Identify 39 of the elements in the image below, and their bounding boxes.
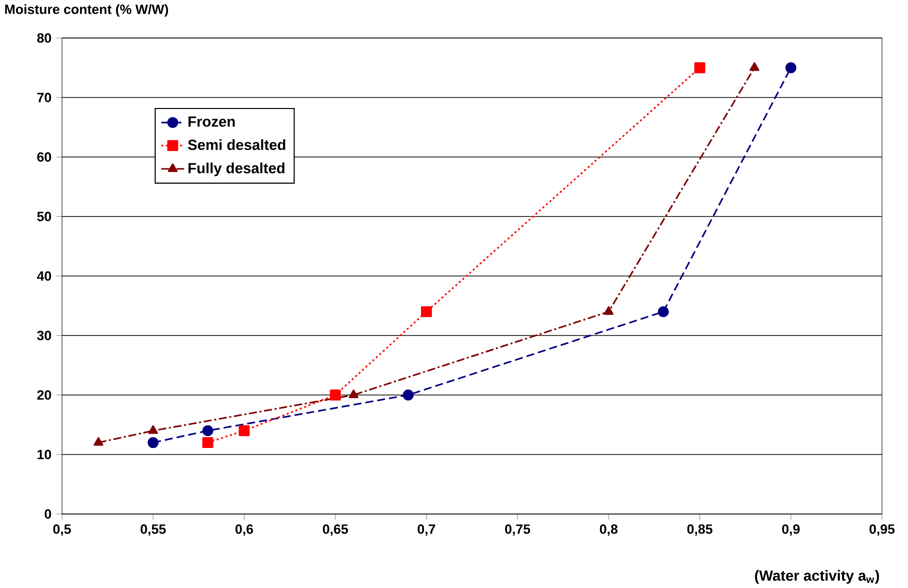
y-axis-title: Moisture content (% W/W)	[5, 4, 168, 17]
point	[694, 62, 706, 74]
y-tick-label: 10	[38, 450, 52, 460]
y-tick-label: 40	[36, 271, 52, 281]
point	[785, 62, 796, 74]
point	[604, 306, 614, 315]
point	[148, 425, 158, 434]
legend-label: Semi desalted	[188, 139, 286, 150]
x-tick-label: 0,5	[53, 524, 71, 536]
point	[658, 306, 669, 318]
y-tick-label: 60	[37, 152, 52, 162]
x-tick-label: 0,95	[870, 524, 895, 536]
x-tick-label: 0,75	[505, 524, 530, 536]
y-tick-label: 50	[37, 212, 52, 222]
y-tick-label: 0	[44, 509, 52, 519]
x-tick-label: 0,55	[140, 524, 166, 536]
point	[202, 437, 214, 448]
x-tick-label: 0,7	[418, 524, 436, 536]
point	[750, 62, 760, 71]
point	[330, 390, 341, 400]
point	[94, 437, 104, 446]
point	[238, 425, 250, 436]
x-tick-label: 0,65	[322, 524, 348, 536]
x-tick-label: 0,9	[782, 524, 800, 536]
y-tick-label: 80	[37, 33, 52, 43]
y-tick-label: 30	[37, 330, 52, 340]
legend-label: Frozen	[188, 116, 235, 127]
point	[348, 390, 358, 398]
x-tick-label: 0,6	[235, 524, 254, 536]
x-tick-label: 0,85	[687, 524, 712, 536]
point	[148, 437, 159, 448]
y-tick-label: 70	[37, 92, 52, 102]
legend-label: Fully desalted	[188, 162, 284, 176]
point	[202, 425, 214, 436]
point	[420, 306, 432, 318]
x-tick-label: 0,8	[600, 524, 618, 536]
x-axis-title: (Water activity a$_{w}$)	[754, 570, 880, 584]
point	[402, 390, 414, 400]
y-tick-label: 20	[37, 390, 52, 400]
